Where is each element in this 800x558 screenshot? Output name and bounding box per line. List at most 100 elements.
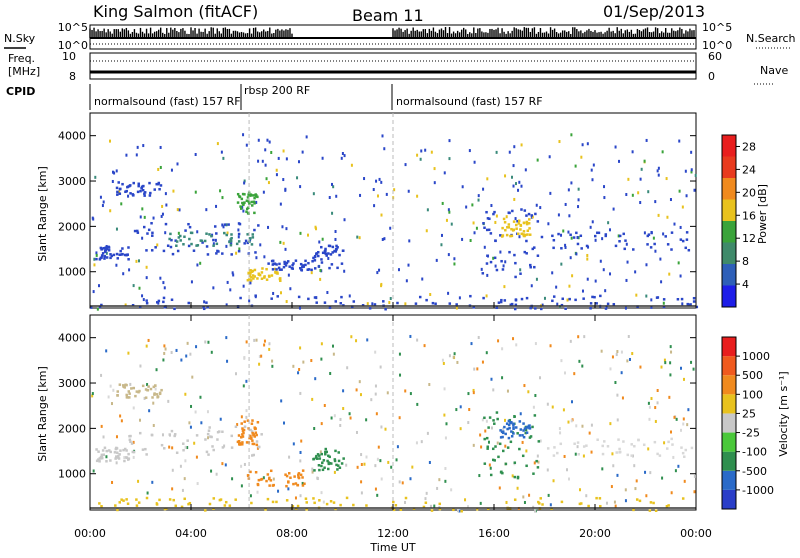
echo-cell [184,229,187,232]
scatter-echo [327,256,330,260]
echo-cell [168,433,172,436]
echo-cell [134,394,137,398]
echo-cell [316,250,320,254]
echo-cell [235,242,239,246]
echo-cell [188,237,191,241]
echo-cell [269,469,273,473]
echo-cell [313,469,316,472]
scatter-echo [590,168,593,172]
echo-cell [399,508,403,511]
echo-cell [318,457,322,460]
scatter-echo [485,419,488,423]
scatter-echo [426,431,429,435]
ytick-label: 1000 [58,468,86,481]
scatter-echo [504,260,507,264]
echo-cell [271,268,275,271]
echo-cell [540,235,544,239]
echo-cell [256,277,259,280]
echo-cell [256,421,260,424]
scatter-echo [299,459,302,463]
scatter-echo [519,268,522,272]
scatter-echo [380,180,383,184]
echo-cell [666,447,669,450]
echo-cell [249,269,252,272]
echo-cell [321,461,324,465]
scatter-echo [669,198,672,202]
echo-cell [275,500,278,504]
scatter-echo [468,149,471,153]
echo-cell [140,187,143,190]
echo-cell [307,297,310,301]
echo-cell [116,257,120,260]
echo-cell [334,507,337,511]
scatter-echo [123,456,126,460]
scatter-echo [677,464,680,468]
time-axis: 00:00 04:00 08:00 12:00 16:00 20:00 00:00 [74,302,712,540]
scatter-echo [473,160,476,164]
echo-cell [500,430,504,434]
echo-cell [599,504,602,508]
echo-cell [138,431,142,435]
scatter-echo [349,416,352,420]
echo-cell [559,442,563,446]
noise-right-tick-bottom: 10^0 [702,39,732,52]
echo-cell [256,195,259,199]
echo-cell [368,307,372,310]
echo-cell [365,504,368,507]
echo-cell [630,443,633,446]
echo-cell [469,294,472,298]
echo-cell [199,239,203,242]
echo-cell [531,247,534,251]
scatter-echo [127,351,130,355]
echo-cell [265,479,268,483]
echo-cell [207,429,211,432]
scatter-echo [625,278,628,282]
scatter-echo [548,155,551,159]
scatter-echo [488,463,491,467]
scatter-echo [502,264,505,268]
echo-cell [145,249,148,252]
scatter-echo [163,286,166,290]
echo-cell [125,498,128,501]
scatter-echo [386,391,389,395]
echo-cell [315,301,318,304]
echo-cell [125,456,129,460]
scatter-echo [164,192,167,196]
freq-tick-top: 10 [62,50,76,63]
scatter-echo [631,150,634,154]
echo-cell [271,500,275,504]
scatter-echo [610,485,613,489]
scatter-echo [643,159,646,163]
echo-cell [304,263,307,267]
echo-cell [249,434,252,438]
echo-cell [117,181,120,184]
echo-cell [221,446,225,449]
echo-cell [229,243,233,247]
echo-cell [646,243,649,246]
echo-cell [155,182,158,186]
echo-cell [242,201,246,205]
scatter-echo [348,412,351,416]
scatter-echo [155,368,158,372]
echo-cell [300,268,303,271]
echo-cell [494,239,497,242]
echo-cell [150,221,153,225]
power-colorbar-label: Power [dB] [756,184,769,244]
scatter-echo [263,339,266,343]
scatter-echo [445,422,448,426]
scatter-echo [328,195,331,199]
scatter-echo [262,190,265,194]
scatter-echo [120,419,123,423]
scatter-echo [650,305,653,309]
echo-cell [241,443,244,446]
echo-cell [166,244,170,247]
echo-cell [622,440,625,443]
echo-cell [150,249,154,252]
scatter-echo [132,440,135,444]
noise-right-tick-top: 10^5 [702,21,732,34]
echo-cell [121,182,124,186]
echo-cell [486,507,490,511]
scatter-echo [614,380,617,384]
echo-cell [126,396,129,399]
echo-cell [504,432,507,436]
